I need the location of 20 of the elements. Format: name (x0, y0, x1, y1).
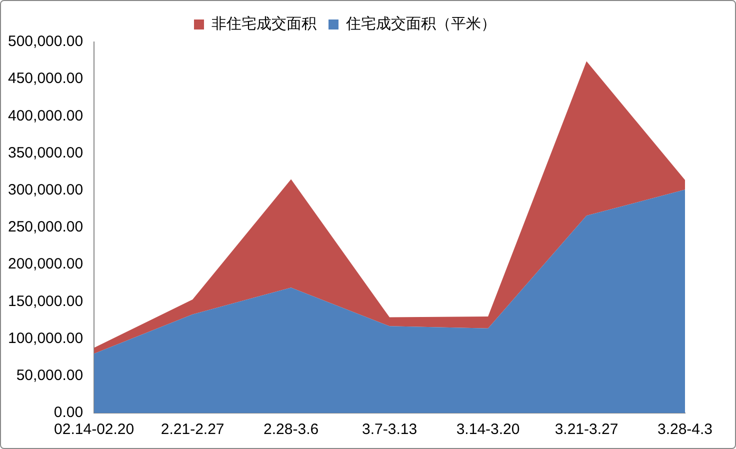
x-tick-label: 3.7-3.13 (362, 421, 418, 438)
y-tick-label: 400,000.00 (8, 107, 84, 124)
y-tick-label: 500,000.00 (8, 33, 84, 50)
legend-label: 住宅成交面积（平米） (345, 16, 496, 33)
x-tick-label: 3.21-3.27 (554, 421, 618, 438)
y-tick-label: 300,000.00 (8, 182, 84, 199)
y-tick-label: 250,000.00 (8, 218, 84, 236)
x-tick-label: 2.21-2.27 (160, 421, 224, 438)
y-tick-label: 350,000.00 (8, 144, 84, 162)
x-tick-label: 3.28-4.3 (657, 421, 713, 438)
x-tick-label: 2.28-3.6 (264, 421, 319, 438)
x-tick-label: 02.14-02.20 (54, 421, 134, 438)
legend-label: 非住宅成交面积 (212, 16, 316, 33)
y-tick-label: 200,000.00 (8, 256, 84, 273)
y-tick-label: 0.00 (54, 404, 84, 422)
y-tick-label: 450,000.00 (8, 70, 84, 88)
y-tick-label: 150,000.00 (8, 292, 84, 310)
y-tick-label: 50,000.00 (16, 367, 84, 384)
y-tick-label: 100,000.00 (8, 330, 84, 347)
x-tick-label: 3.14-3.20 (456, 421, 520, 438)
